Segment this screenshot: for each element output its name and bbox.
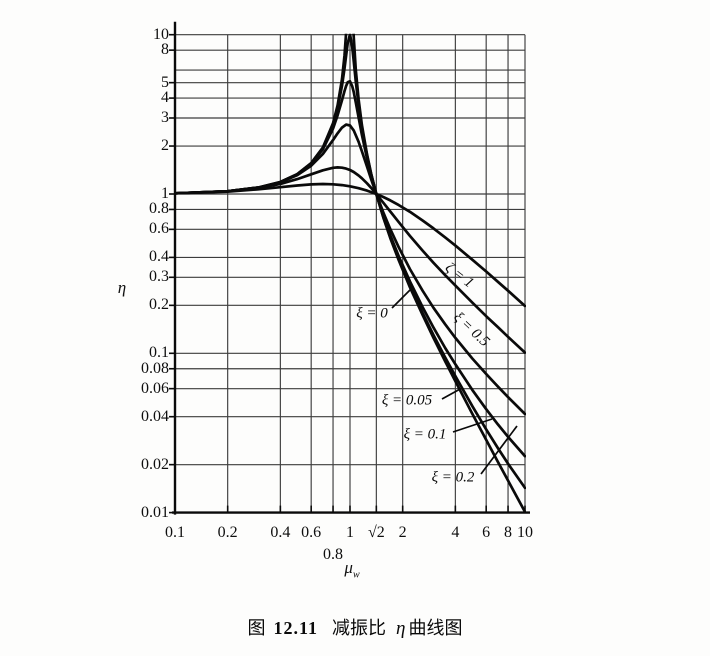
x-axis-subscript: w xyxy=(352,569,360,581)
y-tick-label: 2 xyxy=(161,137,169,155)
y-tick-label: 10 xyxy=(153,25,169,43)
label-leader-line xyxy=(452,418,493,433)
x-tick-label: 0.6 xyxy=(301,523,322,541)
caption-suffix: 曲线图 xyxy=(408,618,463,638)
x-tick-label: √2 xyxy=(367,523,385,541)
curve-ξ=0.5 xyxy=(174,166,526,354)
y-tick-label: 4 xyxy=(161,89,169,107)
y-tick-label: 5 xyxy=(161,73,169,91)
y-tick-label: 0.04 xyxy=(141,407,169,425)
curve-label-ξ=0.1: ξ = 0.1 xyxy=(403,426,447,443)
y-tick-label: 3 xyxy=(161,108,169,126)
curve-label-ξ=0: ξ = 0 xyxy=(356,305,388,322)
x-axis-label: μw xyxy=(344,558,359,580)
label-leader-line xyxy=(480,425,518,475)
caption-title: 减振比 xyxy=(332,618,387,638)
curve-label-ξ=0.2: ξ = 0.2 xyxy=(431,469,475,486)
x-tick-label: 10 xyxy=(517,523,533,541)
x-tick-label: 2 xyxy=(398,523,407,541)
caption-number: 12.11 xyxy=(273,618,319,638)
y-tick-label: 0.3 xyxy=(149,268,169,286)
curve-ξ=0.2 xyxy=(174,123,526,416)
y-tick-label: 0.8 xyxy=(149,200,169,218)
y-tick-label: 0.2 xyxy=(149,296,169,314)
y-tick-label: 0.01 xyxy=(141,503,169,521)
x-tick-label: 1 xyxy=(346,523,354,541)
x-tick-label: 8 xyxy=(504,523,513,541)
x-tick-label: 6 xyxy=(482,523,491,541)
figure-caption: 图 12.11 减振比 η 曲线图 xyxy=(0,614,710,640)
x-tick-label: 0.4 xyxy=(270,523,291,541)
label-leader-line xyxy=(391,289,411,309)
curves-group xyxy=(174,33,526,514)
x-tick-label: 0.1 xyxy=(165,523,185,541)
curve-ζ=1 xyxy=(174,182,526,308)
y-tick-label: 0.02 xyxy=(141,455,169,473)
y-tick-label: 0.06 xyxy=(141,379,169,397)
y-tick-label: 0.6 xyxy=(149,220,169,238)
y-tick-label: 1 xyxy=(161,185,169,202)
x-tick-label: 0.2 xyxy=(217,523,238,541)
y-tick-label: 8 xyxy=(161,41,169,59)
label-leader-line xyxy=(441,387,463,400)
caption-symbol: η xyxy=(396,618,406,639)
y-axis-label: η xyxy=(117,278,127,297)
y-tick-label: 0.4 xyxy=(149,248,169,266)
x-tick-label-row2: 0.8 xyxy=(323,545,344,563)
curve-ξ=0.1 xyxy=(174,79,526,458)
x-tick-label: 4 xyxy=(451,523,460,541)
x-axis-symbol: μ xyxy=(344,558,353,577)
caption-fig-word: 图 xyxy=(247,618,266,638)
curve-label-ξ=0.05: ξ = 0.05 xyxy=(381,392,433,409)
y-tick-label: 0.1 xyxy=(149,344,169,362)
y-tick-label: 0.08 xyxy=(141,359,169,377)
